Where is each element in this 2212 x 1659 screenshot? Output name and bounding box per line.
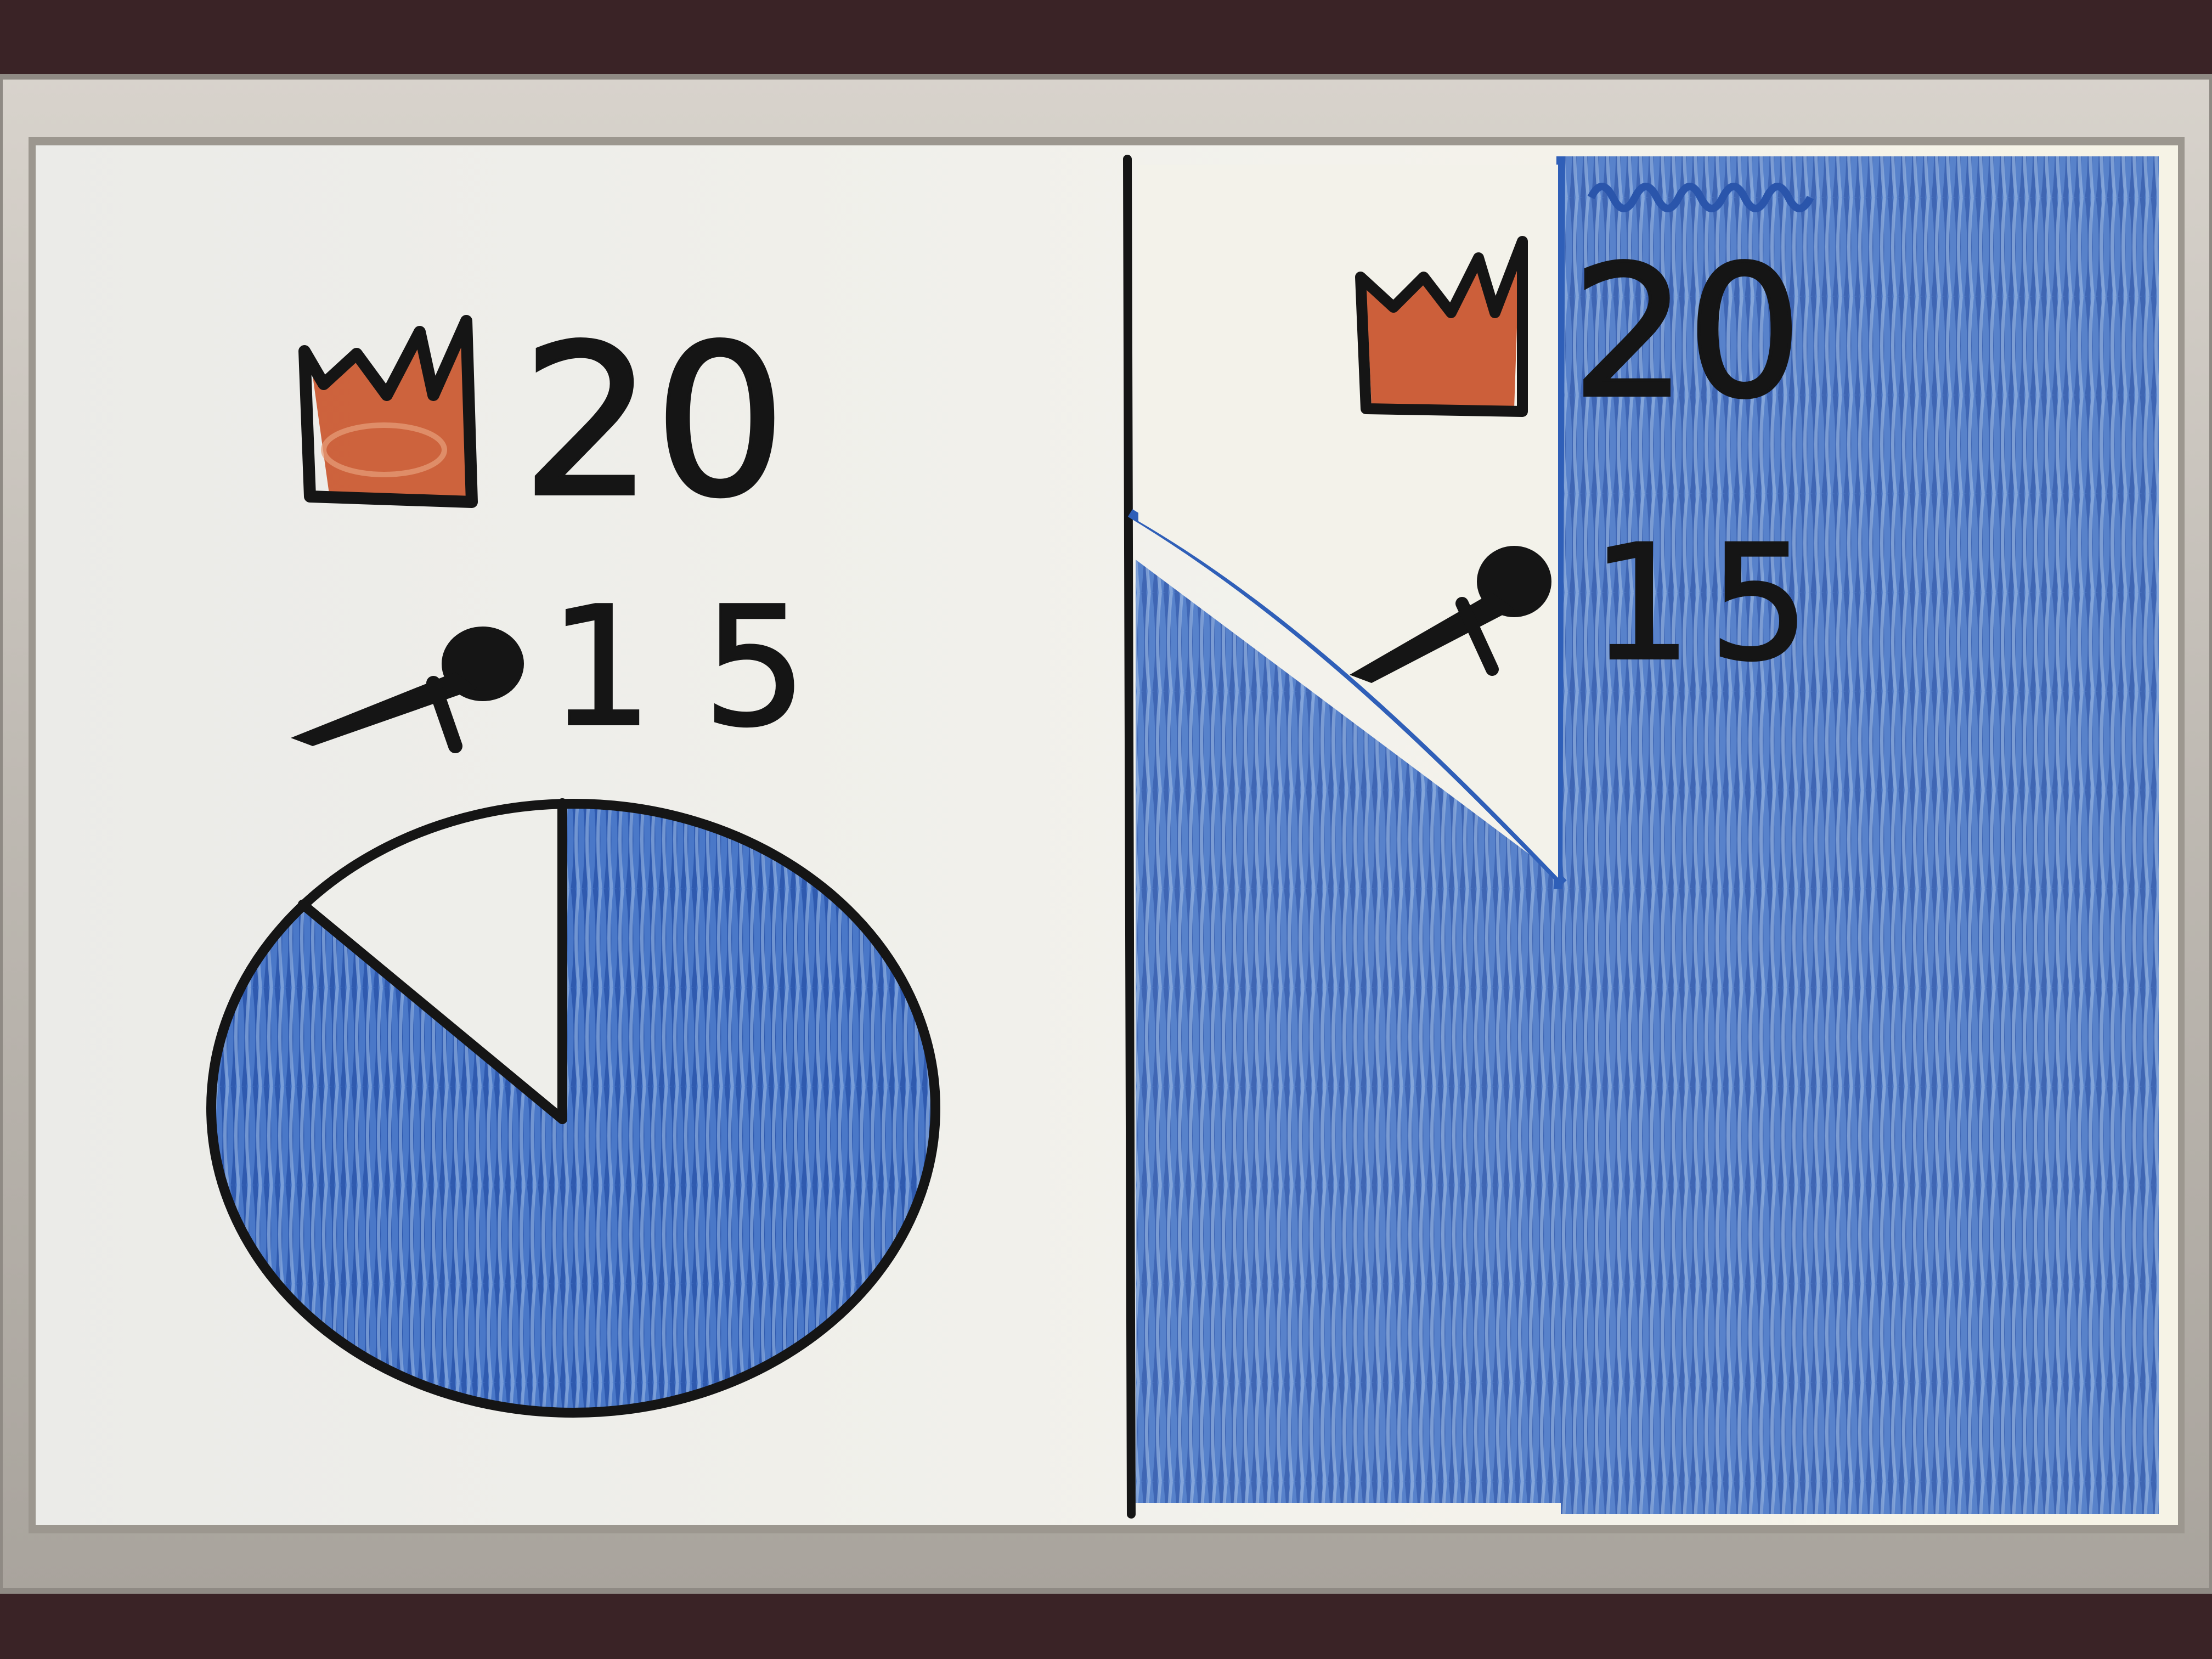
right-crown-value: 20	[1572, 227, 1802, 438]
right-pin-value: 15	[1591, 511, 1826, 696]
left-crown-value: 20	[521, 300, 787, 543]
crown-icon	[1355, 236, 1528, 417]
left-pin-value: 15	[549, 572, 857, 763]
right-panel: 20 15	[1127, 156, 2159, 1514]
pushpin-icon	[291, 627, 524, 753]
crown-icon	[298, 315, 478, 508]
pie-empty-slice	[216, 809, 562, 1119]
pushpin-icon	[1350, 546, 1551, 683]
shaded-area	[1127, 156, 2159, 1514]
divider-line	[1123, 155, 1136, 1519]
